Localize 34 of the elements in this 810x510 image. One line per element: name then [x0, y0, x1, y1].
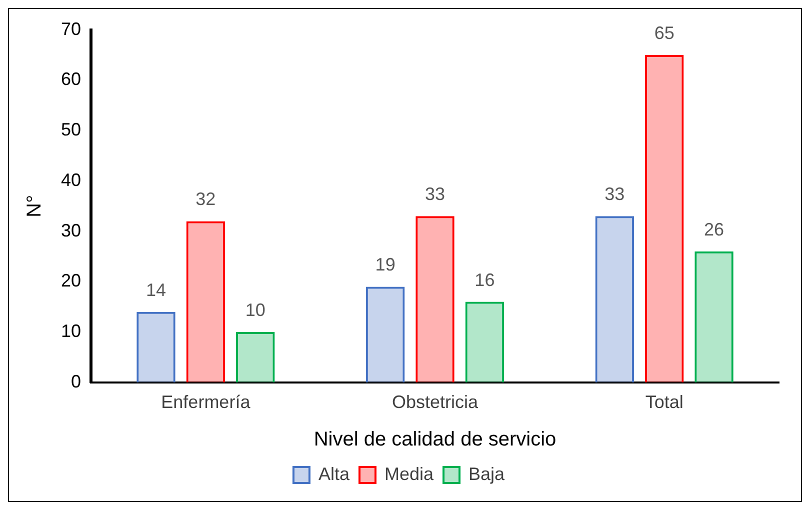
bar [366, 286, 405, 382]
data-label: 16 [474, 270, 495, 290]
data-label: 14 [146, 280, 166, 300]
y-tick-label: 20 [60, 270, 82, 291]
legend-label: Media [384, 464, 434, 484]
y-tick-label: 10 [60, 320, 82, 341]
x-axis-title: Nivel de calidad de servicio [314, 428, 556, 451]
data-label: 32 [196, 189, 216, 210]
legend-label: Alta [318, 464, 350, 484]
data-label: 19 [375, 254, 396, 275]
y-tick-label: 30 [60, 220, 82, 240]
data-label: 10 [245, 300, 266, 320]
data-label: 33 [604, 184, 625, 204]
y-tick-label: 40 [60, 170, 82, 190]
x-tick-label: Enfermería [161, 392, 252, 412]
legend-label: Baja [468, 464, 506, 484]
bar [236, 332, 275, 382]
bar [644, 54, 684, 382]
y-tick-label: 0 [71, 371, 82, 392]
bar [465, 302, 504, 382]
bar [694, 251, 734, 382]
x-tick-label: Obstetricia [392, 392, 480, 412]
bar [595, 216, 634, 382]
data-label: 65 [654, 22, 674, 43]
y-tick-label: 70 [60, 18, 82, 39]
y-tick-label: 50 [60, 120, 82, 140]
data-label: 33 [424, 184, 446, 204]
bar [186, 221, 226, 382]
data-label: 26 [704, 219, 724, 240]
x-tick-label: Total [645, 392, 684, 412]
y-axis-title: N° [24, 194, 46, 218]
y-tick-label: 60 [60, 69, 82, 90]
bar [136, 312, 176, 382]
bar [416, 216, 454, 382]
